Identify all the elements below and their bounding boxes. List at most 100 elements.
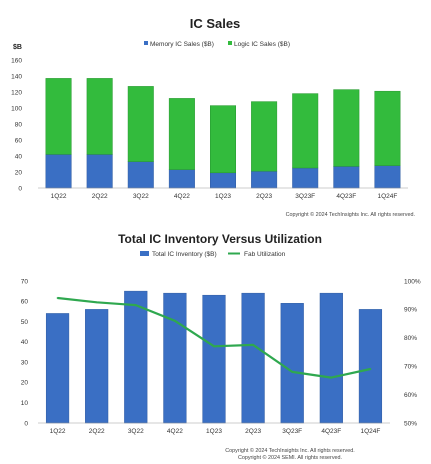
x-tick-label: 4Q23F xyxy=(336,193,356,200)
x-tick-label: 2Q23 xyxy=(256,193,272,200)
y-tick-label: 40 xyxy=(21,339,29,346)
bar-logic-4Q23F xyxy=(333,89,360,167)
y2-tick-label: 80% xyxy=(404,335,417,342)
x-tick-label: 4Q23F xyxy=(321,428,341,435)
bar-logic-1Q23 xyxy=(210,105,236,174)
legend-swatch-inventory xyxy=(140,251,149,256)
bar-memory-2Q22 xyxy=(86,154,113,189)
chart2-fab-utilization-line xyxy=(56,296,372,379)
x-tick-label: 2Q22 xyxy=(89,428,105,435)
fab-utilization-point-3Q22 xyxy=(134,304,137,307)
bar-memory-3Q22 xyxy=(127,161,154,189)
chart2-y-axis-right: 50% 60% 70% 80% 90% 100% xyxy=(404,278,421,427)
x-tick-label: 1Q22 xyxy=(50,428,66,435)
bar-memory-3Q23F xyxy=(292,167,319,189)
bar-inventory-3Q23F xyxy=(280,303,304,424)
chart1-copyright: Copyright © 2024 TechInsights Inc. All r… xyxy=(286,211,415,218)
bar-logic-1Q22 xyxy=(45,78,72,155)
y-tick-label: 10 xyxy=(21,400,29,407)
y-tick-label: 0 xyxy=(24,420,28,427)
bar-logic-2Q22 xyxy=(86,78,113,155)
x-tick-label: 1Q24F xyxy=(378,193,398,200)
chart2-copyright-1: Copyright © 2024 TechInsights Inc. All r… xyxy=(225,447,354,454)
fab-utilization-point-1Q22 xyxy=(56,297,59,299)
legend-label-memory: Memory IC Sales ($B) xyxy=(150,41,214,48)
x-tick-label: 4Q22 xyxy=(167,428,183,435)
chart2-legend: Total IC Inventory ($B) Fab Utilization xyxy=(140,251,286,258)
bar-inventory-3Q22 xyxy=(124,290,148,424)
x-tick-label: 1Q23 xyxy=(215,193,231,200)
bar-inventory-2Q23 xyxy=(241,292,265,424)
bar-memory-1Q24F xyxy=(374,165,401,189)
bar-inventory-1Q24F xyxy=(358,309,383,424)
x-tick-label: 1Q22 xyxy=(51,193,67,200)
x-tick-label: 2Q23 xyxy=(245,428,261,435)
y2-tick-label: 70% xyxy=(404,364,417,371)
y-tick-label: 140 xyxy=(11,73,22,80)
fab-utilization-point-2Q22 xyxy=(95,301,98,304)
legend-swatch-memory xyxy=(144,41,148,45)
bar-logic-3Q22 xyxy=(127,86,154,162)
y-tick-label: 30 xyxy=(21,359,29,366)
bar-memory-1Q23 xyxy=(210,172,236,189)
x-tick-label: 1Q24F xyxy=(361,428,381,435)
x-tick-label: 1Q23 xyxy=(206,428,222,435)
fab-utilization-point-4Q23F xyxy=(330,376,333,379)
bar-logic-2Q23 xyxy=(251,101,278,172)
bar-inventory-1Q22 xyxy=(45,313,70,424)
bar-inventory-2Q22 xyxy=(85,309,109,424)
legend-label-fab-utilization: Fab Utilization xyxy=(244,251,286,258)
x-tick-label: 2Q22 xyxy=(92,193,108,200)
bar-inventory-4Q23F xyxy=(319,292,343,424)
y2-tick-label: 60% xyxy=(404,392,417,399)
y-tick-label: 60 xyxy=(15,137,23,144)
chart2-y-axis-left: 0 10 20 30 40 50 60 70 xyxy=(21,278,29,427)
y-tick-label: 80 xyxy=(15,121,23,128)
fab-utilization-point-3Q23F xyxy=(291,370,294,373)
chart2-copyright-2: Copyright © 2024 SEMI. All rights reserv… xyxy=(238,454,342,461)
bar-memory-4Q23F xyxy=(333,166,360,189)
y-tick-label: 100 xyxy=(11,105,22,112)
bar-logic-1Q24F xyxy=(374,90,401,166)
y-tick-label: 0 xyxy=(18,185,22,192)
y-tick-label: 50 xyxy=(21,319,29,326)
chart2-x-axis: 1Q22 2Q22 3Q22 4Q22 1Q23 2Q23 3Q23F 4Q23F 1Q24F xyxy=(38,422,390,435)
y-tick-label: 40 xyxy=(15,153,23,160)
fab-utilization-point-2Q23 xyxy=(252,344,255,346)
chart1-y-axis: 0 20 40 60 80 100 120 140 160 xyxy=(11,57,22,192)
bar-logic-3Q23F xyxy=(292,93,319,169)
y-tick-label: 120 xyxy=(11,89,22,96)
y-tick-label: 20 xyxy=(15,169,23,176)
fab-utilization-point-4Q22 xyxy=(173,319,176,322)
x-tick-label: 3Q23F xyxy=(282,428,302,435)
x-tick-label: 3Q22 xyxy=(128,428,144,435)
legend-label-inventory: Total IC Inventory ($B) xyxy=(152,251,217,258)
fab-utilization-point-1Q24F xyxy=(369,368,372,370)
bar-memory-2Q23 xyxy=(251,170,278,189)
chart1-x-axis: 1Q22 2Q22 3Q22 4Q22 1Q23 2Q23 3Q23F 4Q23F 1Q24F xyxy=(38,187,408,200)
bar-inventory-4Q22 xyxy=(163,292,187,424)
y2-tick-label: 100% xyxy=(404,278,421,285)
chart1-legend: Memory IC Sales ($B) Logic IC Sales ($B) xyxy=(144,41,290,48)
y2-tick-label: 90% xyxy=(404,307,417,314)
legend-swatch-logic xyxy=(228,41,232,45)
chart1-bars xyxy=(45,78,401,189)
y-tick-label: 160 xyxy=(11,57,22,64)
chart2-bars xyxy=(45,290,383,424)
bar-logic-4Q22 xyxy=(168,98,195,170)
chart2-title: Total IC Inventory Versus Utilization xyxy=(118,232,322,246)
chart1-title: IC Sales xyxy=(190,16,241,31)
y2-tick-label: 50% xyxy=(404,420,417,427)
bar-memory-4Q22 xyxy=(168,169,195,189)
y-tick-label: 70 xyxy=(21,278,29,285)
bar-memory-1Q22 xyxy=(45,154,72,189)
fab-utilization-point-1Q23 xyxy=(213,345,215,348)
chart1-y-unit: $B xyxy=(13,44,22,51)
legend-label-logic: Logic IC Sales ($B) xyxy=(234,41,290,48)
y-tick-label: 60 xyxy=(21,299,29,306)
y-tick-label: 20 xyxy=(21,380,29,387)
x-tick-label: 3Q23F xyxy=(295,193,315,200)
x-tick-label: 4Q22 xyxy=(174,193,190,200)
